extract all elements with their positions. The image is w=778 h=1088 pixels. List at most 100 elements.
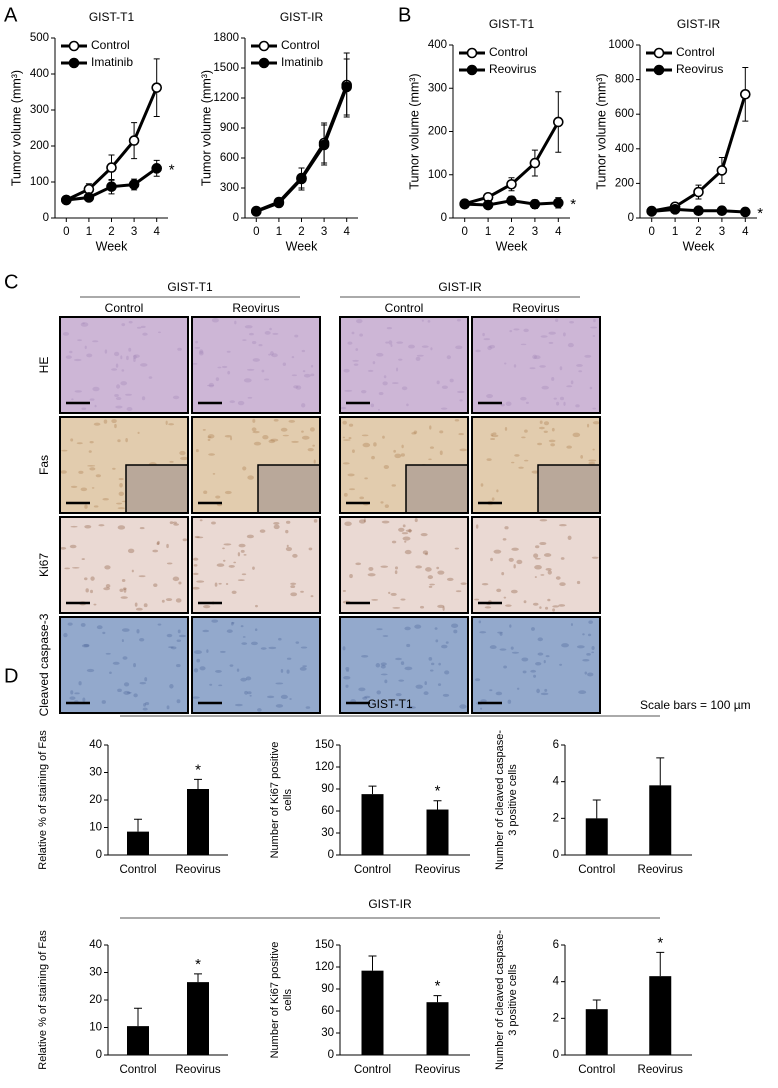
tissue-texture bbox=[539, 541, 547, 546]
tissue-texture bbox=[441, 644, 448, 649]
tissue-texture bbox=[196, 536, 204, 539]
x-tick-label: 0 bbox=[461, 226, 467, 238]
tissue-texture bbox=[511, 461, 515, 464]
tissue-texture bbox=[229, 664, 234, 667]
tissue-texture bbox=[237, 400, 245, 406]
tissue-texture bbox=[310, 364, 314, 368]
tissue-texture bbox=[117, 525, 126, 530]
marker bbox=[83, 192, 95, 203]
tissue-texture bbox=[84, 525, 92, 529]
tissue-texture bbox=[509, 624, 512, 628]
inset bbox=[125, 464, 189, 514]
tissue-texture bbox=[342, 646, 346, 651]
tissue-texture bbox=[120, 355, 123, 360]
tissue-texture bbox=[211, 521, 216, 525]
y-tick-label: 0 bbox=[96, 849, 102, 861]
tissue-texture bbox=[293, 385, 299, 389]
tissue-texture bbox=[540, 335, 548, 338]
tissue-texture bbox=[74, 390, 82, 393]
x-tick-label: 1 bbox=[86, 226, 92, 238]
y-tick-label: 90 bbox=[321, 983, 334, 995]
tissue-texture bbox=[405, 529, 413, 532]
tissue-texture bbox=[444, 670, 450, 675]
tissue-texture bbox=[206, 384, 215, 387]
tissue-texture bbox=[343, 439, 351, 441]
tissue-texture bbox=[140, 363, 148, 367]
tissue-texture bbox=[534, 576, 537, 579]
tissue-texture bbox=[543, 553, 552, 557]
micrograph bbox=[340, 517, 468, 613]
tissue-texture bbox=[148, 376, 153, 379]
tissue-texture bbox=[301, 435, 310, 440]
tissue-texture bbox=[217, 366, 222, 369]
tissue-texture bbox=[218, 582, 222, 585]
tissue-texture bbox=[592, 407, 596, 410]
tissue-texture bbox=[242, 339, 247, 341]
tissue-texture bbox=[124, 393, 133, 396]
tissue-texture bbox=[178, 581, 182, 585]
tissue-texture bbox=[195, 340, 199, 344]
tissue-texture bbox=[157, 331, 161, 334]
tissue-texture bbox=[386, 326, 392, 330]
tissue-texture bbox=[492, 432, 497, 435]
tissue-texture bbox=[305, 706, 311, 709]
tissue-texture bbox=[170, 646, 177, 650]
x-tick-label: Control bbox=[354, 864, 391, 876]
tissue-texture bbox=[87, 465, 96, 467]
tissue-texture bbox=[576, 364, 583, 367]
tissue-texture bbox=[301, 430, 304, 433]
tissue-texture bbox=[144, 677, 148, 682]
tissue-texture bbox=[280, 669, 284, 673]
tissue-texture bbox=[272, 332, 279, 335]
tissue-texture bbox=[404, 626, 411, 631]
y-tick-label: 6 bbox=[553, 939, 559, 951]
y-tick-label: 120 bbox=[315, 961, 334, 973]
tissue-texture bbox=[275, 682, 284, 685]
y-axis-label: Number of cleaved caspase-3 positive cel… bbox=[494, 730, 519, 870]
tissue-texture bbox=[247, 475, 254, 480]
bar bbox=[585, 1009, 608, 1055]
tissue-texture bbox=[268, 353, 271, 356]
y-tick-label: 400 bbox=[30, 68, 49, 80]
tissue-texture bbox=[214, 582, 218, 587]
tissue-texture bbox=[153, 583, 158, 587]
tissue-texture bbox=[291, 355, 295, 359]
tissue-texture bbox=[539, 518, 548, 522]
tissue-texture bbox=[570, 623, 573, 626]
tissue-texture bbox=[136, 326, 142, 329]
tissue-texture bbox=[347, 341, 353, 345]
tissue-texture bbox=[551, 376, 555, 381]
marker bbox=[250, 206, 262, 217]
tissue-texture bbox=[376, 628, 383, 631]
micrograph bbox=[472, 617, 600, 713]
tissue-texture bbox=[505, 604, 512, 607]
tissue-texture bbox=[553, 397, 557, 400]
tissue-texture bbox=[503, 665, 507, 669]
error-bar bbox=[592, 799, 601, 819]
tissue-texture bbox=[582, 658, 590, 662]
x-tick-label: Reovirus bbox=[415, 1064, 461, 1076]
tissue-texture bbox=[423, 691, 429, 696]
tissue-texture bbox=[489, 689, 493, 692]
tissue-texture bbox=[172, 576, 180, 582]
legend-marker bbox=[68, 40, 80, 52]
tissue-texture bbox=[349, 573, 353, 579]
tissue-texture bbox=[199, 519, 203, 522]
tissue-texture bbox=[479, 631, 487, 634]
y-tick-label: 40 bbox=[89, 739, 102, 751]
legend-label: Control bbox=[281, 38, 320, 52]
tissue-texture bbox=[524, 429, 528, 433]
tissue-texture bbox=[218, 684, 223, 687]
tissue-texture bbox=[196, 658, 201, 663]
tissue-texture bbox=[453, 629, 458, 634]
marker bbox=[529, 157, 541, 169]
tissue-texture bbox=[521, 436, 526, 439]
group-title: GIST-IR bbox=[438, 280, 482, 294]
tissue-texture bbox=[69, 350, 73, 354]
chart-title: GIST-IR bbox=[280, 10, 324, 24]
tissue-texture bbox=[355, 562, 362, 566]
tissue-texture bbox=[268, 439, 276, 444]
marker bbox=[506, 178, 517, 190]
tissue-texture bbox=[458, 432, 464, 436]
tissue-texture bbox=[82, 697, 86, 703]
